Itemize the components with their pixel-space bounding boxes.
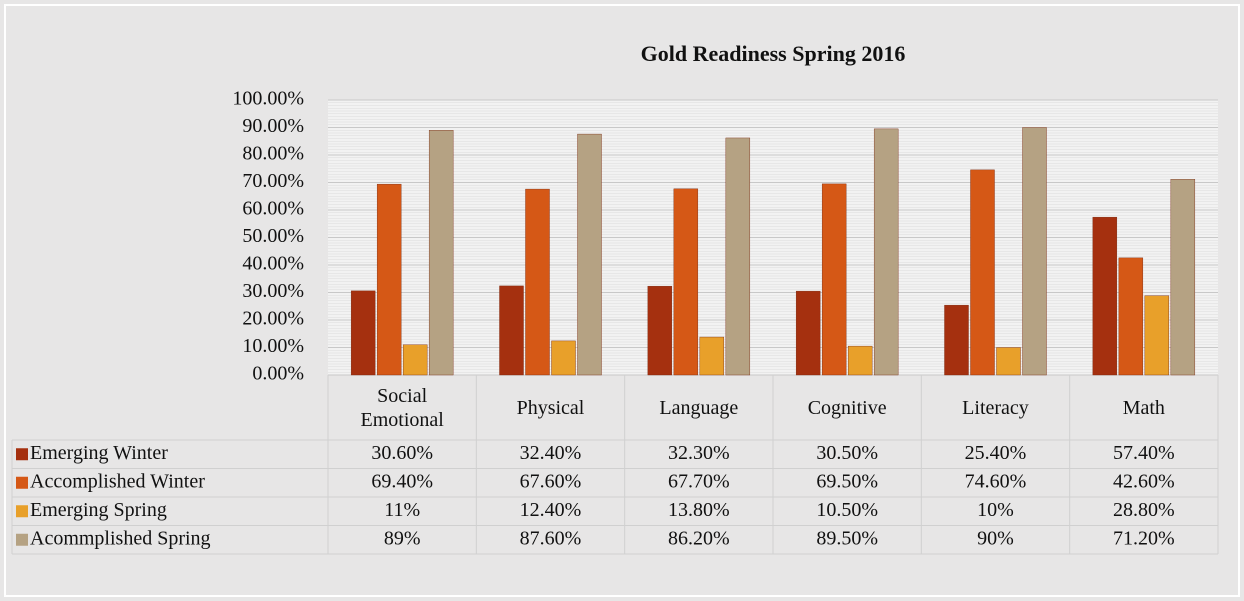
x-tick-label: Language	[659, 396, 739, 419]
bar	[673, 188, 699, 376]
y-tick-label: 10.00%	[242, 335, 304, 357]
legend-key	[16, 533, 28, 546]
x-tick-label: Social Emotional	[360, 384, 444, 431]
bar	[725, 137, 751, 376]
table-value: 10.50%	[816, 499, 878, 521]
table-value: 12.40%	[520, 499, 582, 521]
table-value: 87.60%	[520, 527, 582, 549]
bar	[577, 133, 602, 376]
table-value: 11%	[384, 499, 420, 521]
bar	[499, 285, 524, 376]
legend-label: Acommplished Spring	[30, 527, 211, 549]
bar	[428, 130, 454, 376]
x-tick-label: Physical	[516, 396, 585, 419]
legend-label: Emerging Spring	[30, 499, 167, 521]
table-value: 69.40%	[371, 470, 433, 492]
table-value: 67.60%	[520, 470, 582, 492]
bar	[996, 347, 1021, 376]
table-value: 71.20%	[1113, 527, 1175, 549]
table-value: 57.40%	[1113, 442, 1175, 464]
bar	[647, 285, 673, 376]
table-value: 10%	[977, 499, 1014, 521]
y-tick-label: 80.00%	[242, 143, 304, 165]
table-value: 90%	[977, 527, 1014, 549]
bar	[1092, 216, 1118, 376]
bar	[551, 340, 576, 376]
bar	[525, 188, 550, 376]
table-value: 69.50%	[816, 470, 878, 492]
y-tick-label: 100.00%	[232, 88, 304, 110]
y-tick-label: 30.00%	[242, 280, 304, 302]
table-value: 30.60%	[371, 442, 433, 464]
y-tick-label: 90.00%	[242, 115, 304, 137]
bar	[376, 183, 402, 376]
table-value: 30.50%	[816, 442, 878, 464]
table-value: 89%	[384, 527, 421, 549]
table-value: 13.80%	[668, 499, 730, 521]
y-tick-label: 50.00%	[242, 225, 304, 247]
frame	[4, 4, 1240, 597]
bar	[1022, 127, 1047, 376]
y-tick-label: 0.00%	[252, 363, 304, 385]
bar	[1170, 178, 1196, 376]
y-tick-label: 60.00%	[242, 198, 304, 220]
y-tick-label: 40.00%	[242, 253, 304, 275]
legend-label: Emerging Winter	[30, 442, 168, 464]
bar	[873, 128, 899, 376]
table-value: 86.20%	[668, 527, 730, 549]
legend-key	[16, 476, 28, 489]
table-value: 32.40%	[520, 442, 582, 464]
table-value: 74.60%	[965, 470, 1027, 492]
bar	[847, 345, 873, 376]
y-tick-label: 20.00%	[242, 308, 304, 330]
chart-title: Gold Readiness Spring 2016	[641, 41, 906, 66]
table-value: 25.40%	[965, 442, 1027, 464]
bar	[402, 344, 428, 376]
table-value: 28.80%	[1113, 499, 1175, 521]
legend-key	[16, 448, 28, 461]
bar	[970, 169, 995, 376]
legend-label: Accomplished Winter	[30, 470, 205, 492]
table-value: 67.70%	[668, 470, 730, 492]
table-value: 32.30%	[668, 442, 730, 464]
bar	[699, 336, 725, 376]
bar	[1144, 295, 1170, 376]
table-value: 42.60%	[1113, 470, 1175, 492]
x-tick-label: Literacy	[962, 396, 1029, 419]
bar	[795, 290, 821, 376]
bar	[821, 183, 847, 376]
bar	[350, 290, 376, 376]
x-tick-label: Cognitive	[807, 396, 887, 419]
bar	[1118, 257, 1144, 376]
y-tick-label: 70.00%	[242, 170, 304, 192]
x-tick-label: Math	[1122, 396, 1165, 419]
bar	[944, 304, 969, 376]
table-value: 89.50%	[816, 527, 878, 549]
legend-key	[16, 505, 28, 518]
